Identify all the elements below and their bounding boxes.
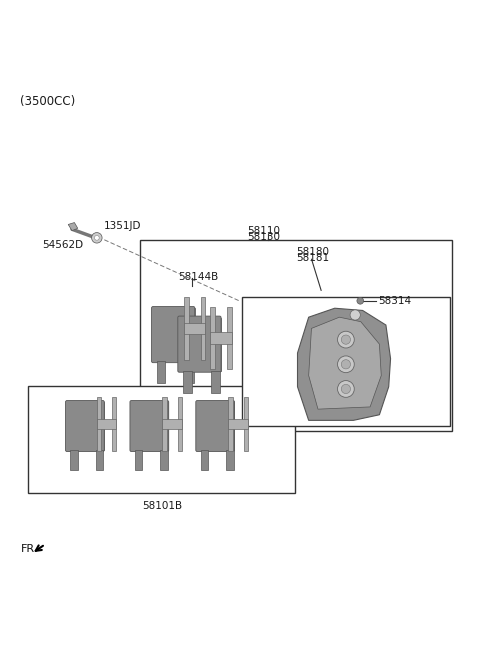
Bar: [28, 386, 295, 493]
Text: 58181: 58181: [296, 253, 329, 263]
Polygon shape: [130, 402, 168, 450]
Polygon shape: [298, 308, 391, 420]
Text: 58180: 58180: [296, 247, 329, 257]
Bar: [140, 240, 452, 431]
Polygon shape: [162, 419, 182, 429]
Polygon shape: [226, 450, 233, 470]
FancyBboxPatch shape: [66, 401, 104, 451]
Polygon shape: [96, 450, 103, 470]
Polygon shape: [210, 307, 215, 369]
Text: 58130: 58130: [248, 232, 281, 242]
Polygon shape: [183, 371, 192, 393]
Polygon shape: [185, 361, 194, 384]
Polygon shape: [228, 397, 233, 451]
Circle shape: [350, 310, 360, 320]
Polygon shape: [309, 317, 381, 409]
Polygon shape: [196, 402, 234, 450]
Polygon shape: [71, 450, 78, 470]
Polygon shape: [184, 298, 189, 359]
Polygon shape: [178, 317, 221, 371]
Circle shape: [341, 359, 350, 369]
FancyBboxPatch shape: [196, 401, 235, 451]
Polygon shape: [201, 450, 208, 470]
Circle shape: [337, 356, 354, 373]
Polygon shape: [160, 450, 168, 470]
Polygon shape: [162, 397, 167, 451]
Polygon shape: [112, 397, 116, 451]
Polygon shape: [152, 308, 195, 361]
Polygon shape: [243, 397, 248, 451]
Polygon shape: [210, 332, 232, 344]
Text: 1351JD: 1351JD: [104, 221, 142, 231]
Polygon shape: [201, 298, 205, 359]
Text: 54562D: 54562D: [42, 240, 83, 250]
FancyBboxPatch shape: [130, 401, 168, 451]
Circle shape: [337, 380, 354, 397]
Circle shape: [92, 233, 102, 243]
Text: FR.: FR.: [21, 544, 38, 554]
Text: 58110: 58110: [248, 226, 281, 236]
Polygon shape: [228, 419, 248, 429]
Circle shape: [341, 384, 350, 394]
Circle shape: [337, 331, 354, 348]
Polygon shape: [68, 223, 78, 231]
Circle shape: [357, 298, 364, 304]
Text: (3500CC): (3500CC): [21, 95, 76, 108]
Polygon shape: [157, 361, 166, 384]
Circle shape: [341, 335, 350, 344]
Text: 58101B: 58101B: [142, 501, 182, 511]
Circle shape: [95, 235, 99, 240]
Bar: [242, 298, 450, 426]
FancyBboxPatch shape: [152, 307, 195, 363]
Polygon shape: [184, 323, 205, 334]
Text: 58144B: 58144B: [178, 272, 218, 282]
Polygon shape: [96, 397, 101, 451]
Polygon shape: [227, 307, 232, 369]
FancyBboxPatch shape: [178, 316, 221, 373]
Polygon shape: [96, 419, 116, 429]
Polygon shape: [135, 450, 143, 470]
Text: 58314: 58314: [378, 296, 411, 306]
Polygon shape: [178, 397, 182, 451]
Polygon shape: [66, 402, 104, 450]
Polygon shape: [212, 371, 220, 393]
